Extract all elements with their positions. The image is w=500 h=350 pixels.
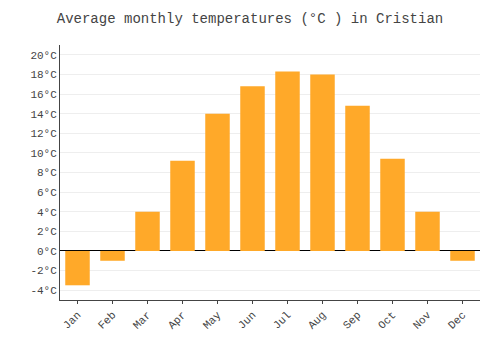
svg-text:Jul: Jul — [271, 309, 293, 331]
svg-text:8°C: 8°C — [37, 167, 57, 179]
svg-text:18°C: 18°C — [30, 69, 57, 81]
svg-text:4°C: 4°C — [37, 207, 57, 219]
svg-text:2°C: 2°C — [37, 226, 57, 238]
svg-text:0°C: 0°C — [37, 246, 57, 258]
svg-text:Jun: Jun — [236, 309, 258, 331]
svg-text:Sep: Sep — [341, 309, 363, 331]
svg-text:Feb: Feb — [96, 309, 118, 331]
svg-text:-4°C: -4°C — [30, 285, 57, 297]
svg-text:10°C: 10°C — [30, 148, 57, 160]
svg-text:Jan: Jan — [61, 309, 83, 331]
svg-text:12°C: 12°C — [30, 128, 57, 140]
svg-text:Apr: Apr — [166, 309, 188, 331]
svg-text:20°C: 20°C — [30, 50, 57, 62]
svg-text:6°C: 6°C — [37, 187, 57, 199]
svg-text:Oct: Oct — [376, 309, 398, 331]
svg-text:Average monthly temperatures (: Average monthly temperatures (°C ) in Cr… — [57, 11, 443, 27]
svg-text:14°C: 14°C — [30, 109, 57, 121]
svg-text:Nov: Nov — [411, 309, 434, 332]
svg-text:Dec: Dec — [446, 309, 468, 331]
svg-text:Mar: Mar — [131, 309, 153, 331]
svg-text:-2°C: -2°C — [30, 265, 57, 277]
svg-text:May: May — [201, 309, 224, 332]
svg-text:16°C: 16°C — [30, 89, 57, 101]
svg-text:Aug: Aug — [306, 309, 328, 331]
